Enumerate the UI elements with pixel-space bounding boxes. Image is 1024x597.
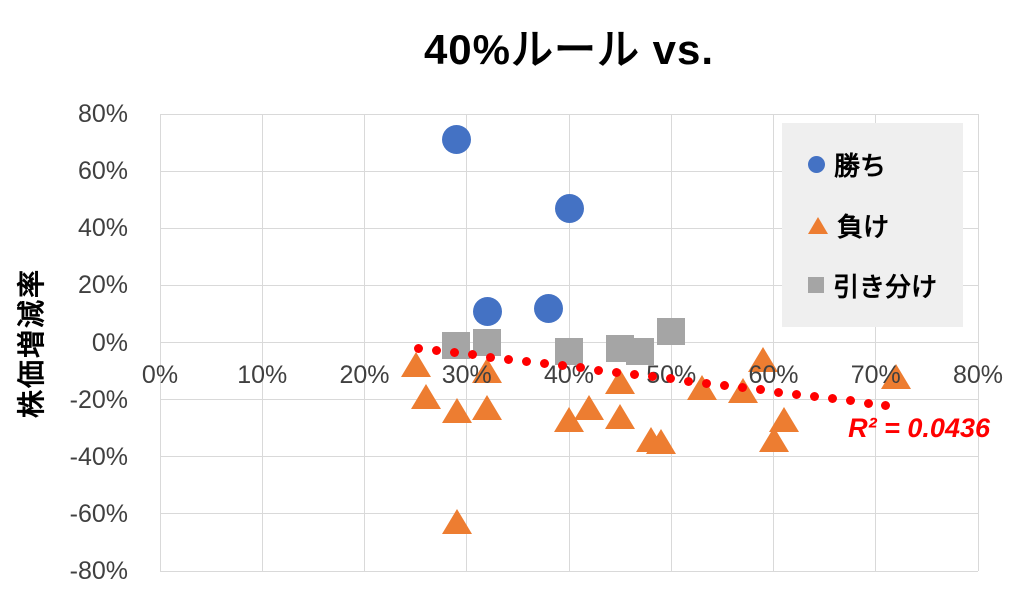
point-lose	[574, 395, 605, 421]
legend-item-draw: 引き分け	[808, 267, 963, 304]
trendline-dot	[647, 372, 657, 382]
win-circle-icon	[808, 156, 825, 174]
gridline-vertical	[977, 114, 979, 571]
y-tick-label: -20%	[69, 385, 128, 414]
y-tick-label: 60%	[77, 157, 128, 186]
point-lose	[472, 395, 503, 421]
trendline-dot	[773, 387, 783, 397]
point-win	[472, 296, 502, 326]
trendline-dot	[827, 394, 837, 404]
trendline-dot	[863, 398, 873, 408]
trendline-dot	[845, 396, 855, 406]
gridline-horizontal	[160, 284, 978, 286]
trendline-dot	[575, 363, 585, 373]
lose-triangle-icon	[808, 216, 828, 234]
trendline-dot	[881, 400, 891, 410]
trendline-dot	[486, 352, 496, 362]
point-lose	[605, 403, 636, 429]
legend: 勝ち負け引き分け	[782, 123, 963, 327]
trendline-dot	[557, 361, 567, 371]
point-win	[442, 125, 472, 155]
trendline-dot	[755, 385, 765, 395]
point-lose	[768, 406, 799, 432]
trendline-dot	[539, 359, 549, 369]
trendline-dot	[450, 348, 460, 358]
point-lose	[472, 358, 503, 384]
plot-area: 0%10%20%30%40%50%60%70%80%80%60%40%20%0%…	[70, 100, 1003, 585]
trendline-dot	[504, 354, 514, 364]
trendline-dot	[791, 389, 801, 399]
point-lose	[400, 352, 431, 378]
x-tick-label: 60%	[748, 360, 799, 389]
trendline-dot	[629, 370, 639, 380]
r-squared-label: R² = 0.0436	[848, 413, 990, 443]
y-tick-label: 0%	[91, 328, 128, 357]
x-tick-label: 70%	[850, 360, 901, 389]
y-tick-label: -80%	[69, 557, 128, 585]
point-lose	[441, 398, 472, 424]
trendline-dot	[701, 378, 711, 388]
draw-square-icon	[808, 277, 824, 294]
gridline-horizontal	[160, 227, 978, 229]
point-lose	[646, 429, 677, 455]
point-lose	[748, 346, 779, 372]
trendline-dot	[683, 376, 693, 386]
gridline-horizontal	[160, 170, 978, 172]
gridline-horizontal	[160, 456, 978, 458]
legend-label: 引き分け	[833, 271, 938, 302]
x-tick-label: 80%	[952, 360, 1004, 389]
legend-label: 負け	[837, 211, 890, 242]
point-lose	[881, 363, 912, 389]
chart-title: 40%ルール vs.	[423, 26, 715, 73]
legend-item-win: 勝ち	[808, 146, 963, 183]
y-tick-label: 80%	[77, 100, 128, 128]
gridline-horizontal	[160, 113, 978, 115]
x-tick-label: 40%	[543, 360, 595, 389]
y-tick-label: -60%	[69, 499, 128, 528]
point-draw	[656, 317, 685, 345]
trendline-dot	[432, 345, 442, 355]
gridline-horizontal	[160, 570, 978, 572]
trendline-dot	[719, 381, 729, 391]
point-draw	[472, 329, 501, 356]
trendline-dot	[665, 374, 675, 384]
gridline-horizontal	[160, 513, 978, 515]
point-draw	[554, 337, 583, 365]
point-draw	[626, 337, 655, 365]
point-win	[534, 293, 564, 323]
trendline-dot	[522, 356, 532, 366]
trendline-dot	[414, 343, 424, 353]
x-tick-label: 10%	[237, 360, 288, 389]
legend-label: 勝ち	[834, 151, 887, 182]
x-tick-label: 30%	[441, 360, 492, 389]
trendline-dot	[593, 365, 603, 375]
gridline-horizontal	[160, 399, 978, 401]
trendline-dot	[468, 350, 478, 360]
y-tick-label: 20%	[77, 271, 128, 300]
y-tick-label: 40%	[77, 214, 128, 243]
point-win	[554, 193, 584, 223]
y-tick-label: -40%	[69, 442, 128, 471]
x-tick-label: 20%	[339, 360, 390, 389]
trendline-dot	[737, 383, 747, 393]
legend-item-lose: 負け	[808, 207, 963, 244]
trendline-dot	[611, 367, 621, 377]
x-tick-label: 0%	[141, 360, 179, 389]
point-lose	[441, 509, 472, 535]
point-lose	[410, 383, 441, 409]
trendline-dot	[809, 392, 819, 402]
